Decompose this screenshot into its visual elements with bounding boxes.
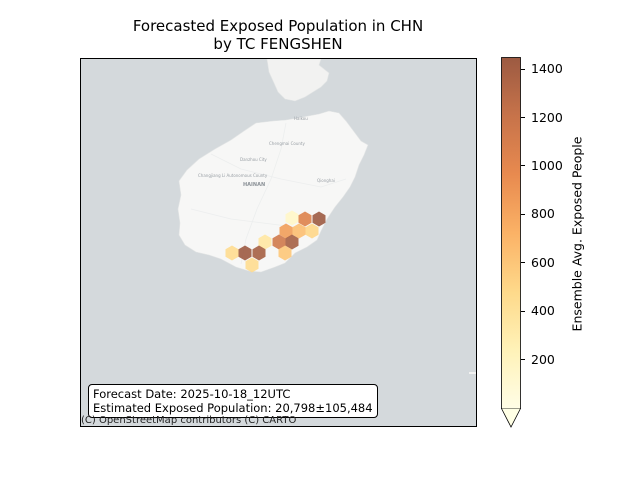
colorbar-tick-mark	[521, 165, 525, 167]
label-changjiang: Changjiang Li Autonomous County	[198, 173, 268, 178]
colorbar-tick-label: 1000	[531, 157, 563, 173]
colorbar	[501, 57, 521, 428]
forecast-info-box: Forecast Date: 2025-10-18_12UTC Estimate…	[88, 384, 378, 418]
exposure-hex-cell[interactable]	[225, 245, 239, 261]
exposure-hex-cell[interactable]	[272, 234, 286, 250]
colorbar-fill	[501, 57, 521, 409]
label-hainan: HAINAN	[243, 182, 265, 188]
label-danzhou: Danzhou City	[240, 157, 267, 162]
chart-title: Forecasted Exposed Population in CHN by …	[0, 17, 556, 53]
colorbar-label: Ensemble Avg. Exposed People	[569, 136, 585, 332]
title-line-2: by TC FENGSHEN	[213, 35, 343, 53]
label-chengmai: Chengmai County	[269, 141, 305, 146]
exposure-hex-cell[interactable]	[238, 245, 252, 261]
hainan-island	[177, 110, 369, 273]
label-qionghai: Qionghai	[317, 178, 335, 183]
colorbar-tick-label: 1400	[531, 61, 563, 77]
exposure-hex-cell[interactable]	[252, 245, 266, 261]
forecast-date: Forecast Date: 2025-10-18_12UTC	[93, 387, 291, 401]
leizhou-peninsula	[266, 59, 330, 102]
colorbar-tick-label: 400	[531, 303, 555, 319]
coastal-islet	[469, 372, 476, 374]
colorbar-tick-label: 200	[531, 351, 555, 367]
exposure-hex-cell[interactable]	[292, 223, 306, 239]
colorbar-tick-mark	[521, 262, 525, 264]
exposed-population: Estimated Exposed Population: 20,798±105…	[93, 401, 373, 415]
exposure-hex-cell[interactable]	[312, 211, 326, 227]
exposure-hex-cell[interactable]	[285, 210, 299, 226]
label-haikou: Haikou	[294, 116, 308, 121]
map-attribution: (C) OpenStreetMap contributors (C) CARTO	[81, 415, 297, 426]
colorbar-tick-label: 800	[531, 206, 555, 222]
exposure-hex-cell[interactable]	[279, 223, 293, 239]
colorbar-tick-mark	[521, 359, 525, 361]
colorbar-extend-arrow	[501, 408, 521, 428]
map-panel[interactable]: Haikou Chengmai County Danzhou City Chan…	[80, 58, 477, 427]
colorbar-tick-mark	[521, 213, 525, 215]
colorbar-tick-label: 600	[531, 254, 555, 270]
map-svg: Haikou Chengmai County Danzhou City Chan…	[81, 59, 476, 426]
exposure-hex-cell[interactable]	[285, 234, 299, 250]
colorbar-tick-mark	[521, 68, 525, 70]
colorbar-tick-label: 1200	[531, 109, 563, 125]
title-line-1: Forecasted Exposed Population in CHN	[132, 17, 424, 35]
colorbar-tick-mark	[521, 310, 525, 312]
colorbar-tick-mark	[521, 117, 525, 119]
exposure-hex-cell[interactable]	[245, 257, 259, 273]
exposure-hex-cell[interactable]	[305, 223, 319, 239]
exposure-hex-cell[interactable]	[258, 234, 272, 250]
exposure-hex-layer	[225, 210, 326, 273]
exposure-hex-cell[interactable]	[298, 211, 312, 227]
exposure-hex-cell[interactable]	[278, 245, 292, 261]
